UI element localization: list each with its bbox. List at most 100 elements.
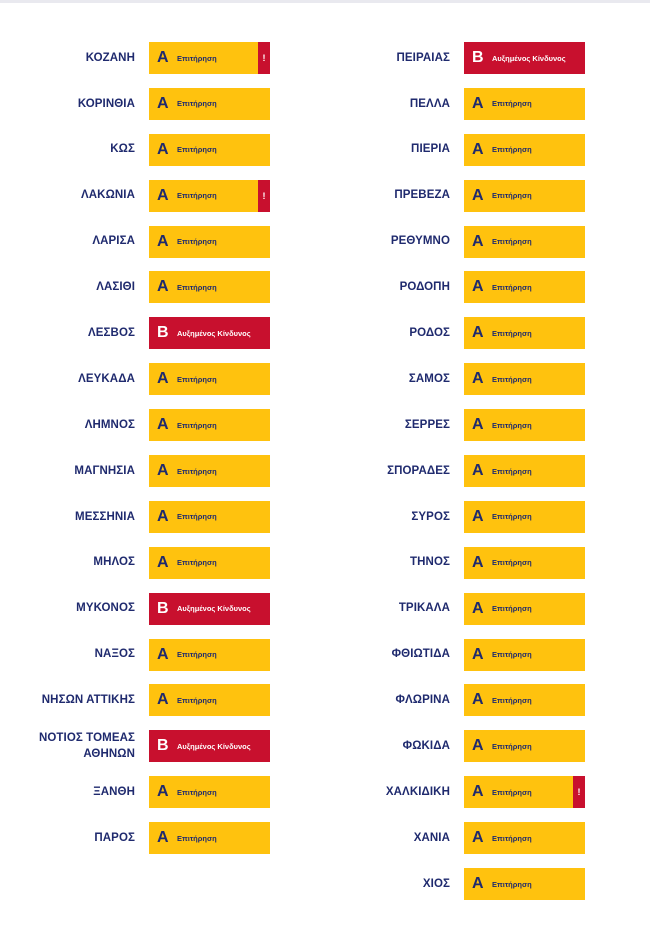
region-row: ΝΗΣΩΝ ΑΤΤΙΚΗΣ Α Επιτήρηση — [0, 684, 270, 717]
risk-level-badge: Α Επιτήρηση — [464, 87, 585, 120]
risk-level-label: Επιτήρηση — [492, 99, 532, 109]
risk-level-letter: Α — [472, 186, 484, 204]
risk-level-label: Αυξημένος Κίνδυνος — [177, 604, 251, 614]
risk-level-badge: Β Αυξημένος Κίνδυνος — [149, 592, 270, 625]
risk-level-letter: Α — [472, 829, 484, 847]
risk-level-letter: Α — [157, 186, 169, 204]
region-row: ΣΑΜΟΣ Α Επιτήρηση — [330, 363, 585, 396]
region-row: ΡΟΔΟΣ Α Επιτήρηση — [330, 317, 585, 350]
risk-level-label: Επιτήρηση — [492, 328, 532, 338]
region-name: ΚΩΣ — [110, 143, 135, 156]
risk-level-badge: Α Επιτήρηση — [149, 409, 270, 442]
risk-level-label: Επιτήρηση — [492, 650, 532, 660]
region-row: ΦΩΚΙΔΑ Α Επιτήρηση — [330, 730, 585, 763]
region-name: ΡΟΔΟΠΗ — [399, 281, 450, 294]
region-name: ΤΡΙΚΑΛΑ — [398, 602, 450, 615]
risk-level-letter: Α — [472, 737, 484, 755]
risk-level-label: Αυξημένος Κίνδυνος — [177, 328, 251, 338]
risk-level-letter: Α — [157, 553, 169, 571]
risk-level-letter: Α — [157, 140, 169, 158]
region-row: ΣΕΡΡΕΣ Α Επιτήρηση — [330, 409, 585, 442]
region-row: ΠΙΕΡΙΑ Α Επιτήρηση — [330, 133, 585, 166]
risk-level-badge: Α Επιτήρηση — [149, 684, 270, 717]
region-name: ΣΥΡΟΣ — [411, 510, 450, 523]
region-row: ΣΠΟΡΑΔΕΣ Α Επιτήρηση — [330, 455, 585, 488]
risk-level-badge: Α Επιτήρηση — [464, 271, 585, 304]
risk-level-label: Επιτήρηση — [492, 695, 532, 705]
risk-level-badge: Α Επιτήρηση — [464, 317, 585, 350]
risk-level-label: Επιτήρηση — [492, 191, 532, 201]
region-row: ΤΡΙΚΑΛΑ Α Επιτήρηση — [330, 592, 585, 625]
risk-level-label: Επιτήρηση — [177, 650, 217, 660]
region-name: ΠΑΡΟΣ — [94, 831, 135, 844]
risk-level-badge: Α Επιτήρηση — [464, 179, 585, 212]
alert-icon: ! — [573, 776, 585, 809]
region-row: ΝΟΤΙΟΣ ΤΟΜΕΑΣ ΑΘΗΝΩΝ Β Αυξημένος Κίνδυνος — [0, 723, 270, 769]
risk-level-letter: Α — [472, 599, 484, 617]
region-row: ΡΟΔΟΠΗ Α Επιτήρηση — [330, 271, 585, 304]
region-name: ΞΑΝΘΗ — [93, 785, 135, 798]
region-row: ΠΑΡΟΣ Α Επιτήρηση — [0, 822, 270, 855]
risk-level-letter: Β — [472, 49, 484, 66]
risk-level-label: Επιτήρηση — [492, 833, 532, 843]
alert-icon: ! — [258, 179, 270, 212]
risk-level-letter: Α — [157, 278, 169, 296]
risk-level-label: Αυξημένος Κίνδυνος — [177, 741, 251, 751]
region-name: ΧΑΛΚΙΔΙΚΗ — [385, 785, 450, 798]
region-row: ΜΗΛΟΣ Α Επιτήρηση — [0, 546, 270, 579]
risk-level-badge: Α Επιτήρηση — [464, 868, 585, 901]
risk-level-badge: Α Επιτήρηση — [464, 822, 585, 855]
region-row: ΤΗΝΟΣ Α Επιτήρηση — [330, 546, 585, 579]
region-row: ΛΑΚΩΝΙΑ Α Επιτήρηση! — [0, 179, 270, 212]
risk-level-label: Επιτήρηση — [177, 420, 217, 430]
risk-level-badge: Α Επιτήρηση — [149, 546, 270, 579]
risk-level-badge: Α Επιτήρηση — [149, 363, 270, 396]
risk-level-letter: Α — [472, 553, 484, 571]
region-name: ΣΠΟΡΑΔΕΣ — [387, 464, 450, 477]
risk-level-letter: Α — [472, 875, 484, 893]
region-name: ΣΕΡΡΕΣ — [404, 418, 450, 431]
risk-level-label: Επιτήρηση — [492, 741, 532, 751]
risk-level-label: Επιτήρηση — [177, 191, 217, 201]
risk-level-label: Αυξημένος Κίνδυνος — [492, 53, 566, 63]
region-name: ΡΟΔΟΣ — [409, 327, 450, 339]
risk-level-badge: Α Επιτήρηση — [464, 409, 585, 442]
risk-level-label: Επιτήρηση — [492, 558, 532, 568]
risk-level-letter: Α — [157, 49, 169, 66]
region-name: ΤΗΝΟΣ — [410, 556, 450, 569]
risk-level-badge: Α Επιτήρηση — [149, 271, 270, 304]
risk-level-letter: Α — [472, 232, 484, 250]
region-row: ΧΙΟΣ Α Επιτήρηση — [330, 868, 585, 901]
risk-level-badge: Α Επιτήρηση — [464, 363, 585, 396]
risk-level-letter: Α — [472, 94, 484, 112]
risk-level-badge: Α Επιτήρηση — [464, 225, 585, 258]
region-row: ΜΕΣΣΗΝΙΑ Α Επιτήρηση — [0, 500, 270, 533]
region-row: ΞΑΝΘΗ Α Επιτήρηση — [0, 776, 270, 809]
region-row: ΛΕΣΒΟΣ Β Αυξημένος Κίνδυνος — [0, 317, 270, 350]
region-name: ΠΕΙΡΑΙΑΣ — [396, 51, 450, 64]
risk-level-label: Επιτήρηση — [492, 466, 532, 476]
risk-level-letter: Α — [157, 783, 169, 801]
risk-level-letter: Α — [472, 691, 484, 709]
risk-level-letter: Α — [472, 645, 484, 663]
region-name: ΛΕΣΒΟΣ — [88, 327, 135, 339]
risk-level-badge: Α Επιτήρηση — [464, 730, 585, 763]
region-row: ΡΕΘΥΜΝΟ Α Επιτήρηση — [330, 225, 585, 258]
region-row: ΛΑΣΙΘΙ Α Επιτήρηση — [0, 271, 270, 304]
region-name: ΜΑΓΝΗΣΙΑ — [74, 464, 135, 477]
region-name: ΛΕΥΚΑΔΑ — [78, 372, 135, 385]
risk-level-letter: Α — [157, 645, 169, 663]
region-row: ΚΟΡΙΝΘΙΑ Α Επιτήρηση — [0, 87, 270, 120]
top-border — [0, 0, 650, 3]
risk-level-badge: Α Επιτήρηση — [464, 500, 585, 533]
region-name: ΧΙΟΣ — [422, 877, 450, 890]
region-name: ΝΟΤΙΟΣ ΤΟΜΕΑΣ ΑΘΗΝΩΝ — [38, 731, 135, 761]
region-row: ΝΑΞΟΣ Α Επιτήρηση — [0, 638, 270, 671]
risk-level-badge: Α Επιτήρηση — [149, 776, 270, 809]
risk-level-letter: Α — [157, 829, 169, 847]
risk-level-badge: Α Επιτήρηση — [149, 500, 270, 533]
risk-level-letter: Α — [472, 278, 484, 296]
risk-level-letter: Α — [157, 232, 169, 250]
region-name: ΦΩΚΙΔΑ — [402, 740, 450, 753]
region-row: ΧΑΛΚΙΔΙΚΗ Α Επιτήρηση! — [330, 776, 585, 809]
